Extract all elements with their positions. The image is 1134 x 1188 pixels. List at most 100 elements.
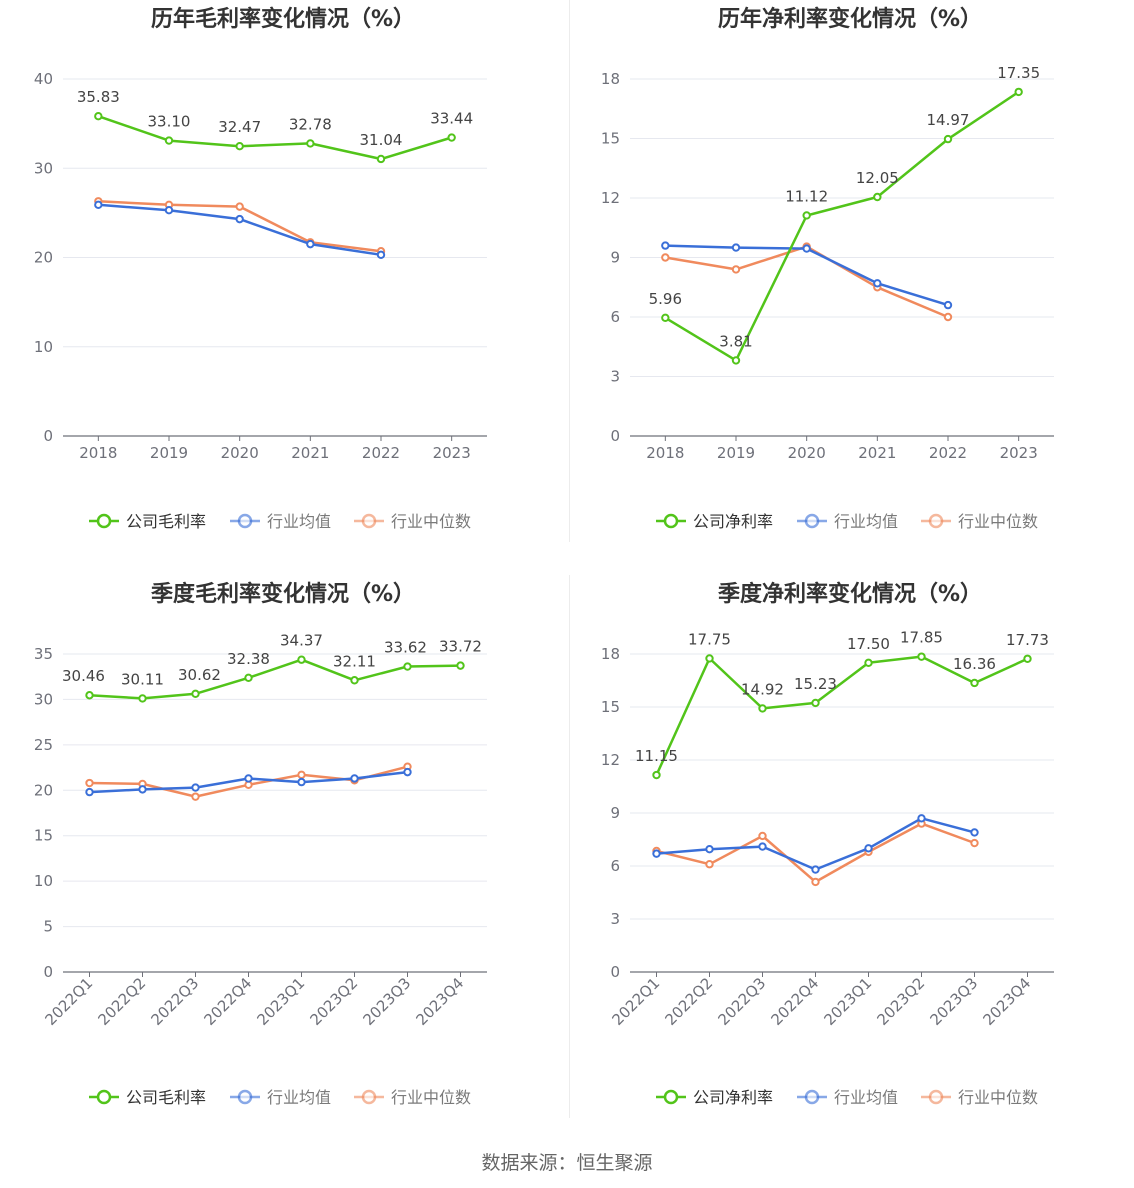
data-label: 11.12 bbox=[785, 187, 828, 205]
chart-quarterly-net: 季度净利率变化情况（%） 0 3 6 9 12 15 18 2022Q12022Q22022Q3… bbox=[601, 581, 1054, 1107]
data-point[interactable] bbox=[164, 205, 174, 215]
data-point[interactable] bbox=[403, 662, 412, 671]
legend-item[interactable]: 公司净利率 bbox=[656, 512, 773, 531]
data-point[interactable] bbox=[661, 313, 670, 322]
data-point[interactable] bbox=[943, 312, 953, 322]
legend-label: 行业均值 bbox=[834, 1088, 898, 1107]
data-point[interactable] bbox=[350, 676, 359, 685]
data-point[interactable] bbox=[191, 689, 200, 698]
data-point[interactable] bbox=[297, 777, 306, 787]
data-point[interactable] bbox=[447, 133, 456, 142]
y-tick-label: 0 bbox=[610, 427, 620, 445]
data-point[interactable] bbox=[811, 877, 820, 887]
legend-item[interactable]: 行业中位数 bbox=[354, 1088, 471, 1107]
data-point[interactable] bbox=[705, 654, 714, 663]
y-tick-label: 15 bbox=[601, 698, 620, 716]
data-point[interactable] bbox=[758, 704, 767, 713]
x-tick-label: 2022Q4 bbox=[201, 974, 256, 1029]
data-point[interactable] bbox=[235, 202, 244, 211]
x-tick-label: 2022 bbox=[929, 444, 967, 462]
legend-item[interactable]: 行业中位数 bbox=[921, 1088, 1038, 1107]
data-point[interactable] bbox=[970, 838, 979, 848]
data-point[interactable] bbox=[456, 661, 465, 670]
x-tick-label: 2023 bbox=[1000, 444, 1038, 462]
legend-swatch-marker bbox=[804, 513, 820, 529]
data-point[interactable] bbox=[403, 767, 412, 777]
data-point[interactable] bbox=[652, 770, 661, 780]
data-point[interactable] bbox=[138, 694, 147, 703]
legend-item[interactable]: 行业中位数 bbox=[921, 512, 1038, 531]
data-point[interactable] bbox=[244, 673, 253, 683]
y-tick-label: 18 bbox=[601, 70, 620, 88]
data-point[interactable] bbox=[970, 828, 979, 837]
data-point[interactable] bbox=[191, 792, 200, 801]
data-point[interactable] bbox=[705, 845, 714, 854]
data-point[interactable] bbox=[164, 136, 174, 145]
x-tick-label: 2022Q1 bbox=[609, 974, 664, 1029]
data-point[interactable] bbox=[306, 139, 315, 148]
data-point[interactable] bbox=[917, 652, 926, 661]
data-point[interactable] bbox=[873, 279, 882, 288]
data-point[interactable] bbox=[943, 134, 953, 144]
chart-panel-quarterly-gross: 季度毛利率变化情况（%） 0 5 10 15 20 25 30 35 2022Q1 2022Q2 20… bbox=[0, 575, 567, 1120]
series-line bbox=[98, 203, 382, 257]
data-point[interactable] bbox=[731, 243, 741, 252]
x-tick-label: 2022Q3 bbox=[148, 974, 203, 1029]
legend-item[interactable]: 行业中位数 bbox=[354, 512, 471, 531]
data-point[interactable] bbox=[235, 142, 244, 151]
data-point[interactable] bbox=[758, 831, 767, 841]
data-point[interactable] bbox=[873, 192, 882, 202]
data-point[interactable] bbox=[661, 253, 670, 262]
y-tick-label: 30 bbox=[34, 690, 53, 708]
data-point[interactable] bbox=[244, 774, 253, 783]
data-point[interactable] bbox=[1023, 654, 1032, 663]
data-point[interactable] bbox=[652, 849, 661, 858]
data-point[interactable] bbox=[758, 842, 767, 851]
data-label: 12.05 bbox=[856, 169, 899, 187]
data-point[interactable] bbox=[376, 250, 386, 260]
data-point[interactable] bbox=[661, 241, 670, 250]
data-point[interactable] bbox=[1014, 87, 1023, 97]
y-tick-label: 9 bbox=[610, 804, 620, 822]
data-point[interactable] bbox=[85, 787, 94, 797]
data-point[interactable] bbox=[85, 691, 94, 700]
legend-label: 行业中位数 bbox=[391, 512, 471, 531]
data-label: 33.44 bbox=[430, 110, 473, 128]
data-point[interactable] bbox=[191, 783, 200, 792]
data-point[interactable] bbox=[350, 774, 359, 783]
data-point[interactable] bbox=[297, 655, 306, 664]
data-point[interactable] bbox=[943, 300, 953, 310]
chart-title: 历年毛利率变化情况（%） bbox=[151, 6, 415, 32]
data-point[interactable] bbox=[917, 814, 926, 823]
data-point[interactable] bbox=[864, 658, 873, 668]
data-point[interactable] bbox=[297, 770, 306, 780]
data-point[interactable] bbox=[376, 154, 386, 164]
legend-item[interactable]: 行业均值 bbox=[230, 1088, 331, 1107]
data-point[interactable] bbox=[802, 211, 811, 220]
data-point[interactable] bbox=[731, 356, 741, 365]
data-point[interactable] bbox=[811, 698, 820, 708]
data-point[interactable] bbox=[731, 265, 741, 274]
legend-item[interactable]: 行业均值 bbox=[230, 512, 331, 531]
data-point[interactable] bbox=[306, 239, 315, 249]
y-tick-label: 15 bbox=[34, 827, 53, 845]
data-point[interactable] bbox=[705, 860, 714, 869]
data-point[interactable] bbox=[811, 865, 820, 874]
legend-item[interactable]: 行业均值 bbox=[797, 512, 898, 531]
y-tick-label: 0 bbox=[43, 427, 53, 445]
data-point[interactable] bbox=[802, 244, 811, 253]
legend-swatch-marker bbox=[928, 513, 944, 529]
data-point[interactable] bbox=[138, 785, 147, 794]
legend-swatch-marker bbox=[928, 1089, 944, 1105]
data-point[interactable] bbox=[970, 678, 979, 688]
legend-item[interactable]: 公司净利率 bbox=[656, 1088, 773, 1107]
data-point[interactable] bbox=[94, 112, 103, 121]
data-point[interactable] bbox=[94, 200, 103, 210]
legend-item[interactable]: 公司毛利率 bbox=[89, 512, 206, 531]
data-point[interactable] bbox=[235, 214, 244, 224]
data-point[interactable] bbox=[85, 778, 94, 788]
legend-item[interactable]: 行业均值 bbox=[797, 1088, 898, 1107]
data-label: 32.78 bbox=[289, 115, 332, 133]
data-point[interactable] bbox=[864, 844, 873, 853]
legend-item[interactable]: 公司毛利率 bbox=[89, 1088, 206, 1107]
